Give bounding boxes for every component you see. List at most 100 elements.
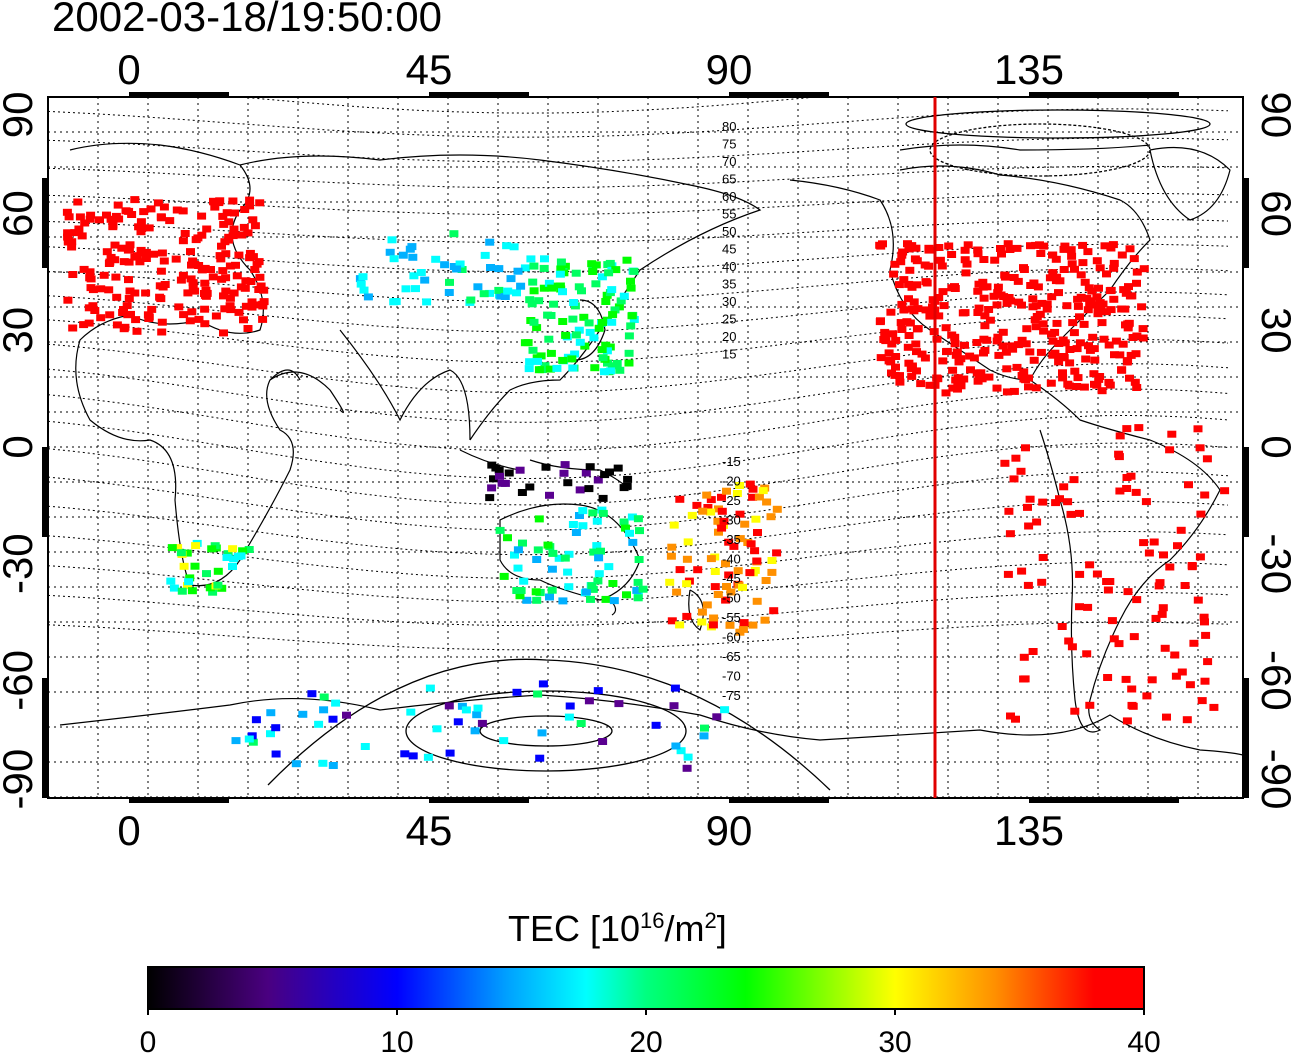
tec-data-point [124, 295, 134, 302]
tec-data-point [130, 289, 140, 297]
tec-data-point [132, 252, 142, 260]
tec-data-point [1085, 701, 1095, 709]
tec-data-point [594, 554, 604, 562]
tec-data-point [611, 266, 621, 274]
tec-data-point [513, 564, 523, 572]
tec-data-point [1097, 387, 1107, 395]
tec-data-point [529, 262, 539, 270]
tec-data-point [1132, 332, 1142, 340]
tec-data-point [141, 255, 151, 262]
tec-data-point [1005, 530, 1015, 538]
tec-data-point [1157, 610, 1167, 618]
tec-data-point [909, 298, 919, 306]
tec-data-point [1006, 712, 1015, 720]
tec-data-point [473, 704, 483, 712]
tec-data-point [512, 688, 522, 696]
tec-data-point [1202, 455, 1212, 463]
contour-label: 70 [722, 154, 736, 169]
tec-data-point [1037, 299, 1047, 307]
tec-data-point [187, 587, 197, 595]
tec-data-point [243, 325, 253, 332]
tec-data-point [1017, 567, 1027, 575]
contour-label: -70 [722, 669, 741, 684]
tec-data-point [234, 308, 244, 316]
tec-data-point [113, 201, 123, 209]
tec-data-point [599, 368, 609, 376]
tec-data-point [591, 280, 601, 288]
tec-data-point [1008, 345, 1018, 353]
tec-data-point [1102, 270, 1111, 278]
tec-data-point [608, 311, 618, 319]
tec-data-point [342, 711, 351, 719]
tec-data-point [1125, 374, 1134, 382]
tec-data-point [1023, 503, 1032, 511]
tec-data-point [1197, 697, 1207, 705]
tec-data-point [1200, 677, 1210, 685]
tec-data-point [156, 214, 166, 222]
contour-label: -40 [722, 552, 741, 567]
tec-data-point [552, 364, 562, 372]
tec-data-point [1024, 383, 1033, 391]
tec-data-point [105, 311, 115, 319]
tec-data-point [259, 298, 269, 306]
tec-data-point [1139, 265, 1149, 273]
tec-data-point [997, 250, 1006, 258]
tec-data-point [102, 211, 111, 219]
tec-data-point [528, 346, 538, 354]
latitude-tick-label: 30 [1253, 307, 1292, 354]
tec-data-point [651, 721, 661, 729]
tec-data-point [1059, 266, 1069, 273]
tec-data-point [979, 349, 988, 357]
tec-data-point [1134, 424, 1144, 432]
tec-data-point [1117, 366, 1127, 374]
tec-data-point [73, 198, 83, 206]
tec-data-point [676, 747, 686, 755]
tec-data-point [251, 716, 261, 724]
tec-data-point [187, 308, 197, 316]
tec-data-point [75, 213, 85, 221]
latitude-tick-label: -60 [1253, 650, 1292, 711]
tec-data-point [670, 684, 680, 692]
tec-data-point [319, 693, 329, 701]
latitude-tick-label: 0 [1253, 435, 1292, 458]
tec-data-point [669, 521, 679, 529]
tec-data-point [626, 322, 636, 330]
tec-data-point [1083, 248, 1093, 256]
tec-data-point [761, 577, 771, 584]
contour-label: -60 [722, 630, 741, 645]
tec-data-point [146, 205, 156, 213]
tec-data-point [724, 538, 734, 546]
tec-data-point [532, 354, 542, 362]
tec-data-point [307, 690, 317, 698]
tec-data-point [1012, 363, 1022, 371]
tec-data-point [1069, 329, 1079, 337]
tec-data-point [489, 475, 498, 483]
tec-data-point [500, 293, 510, 300]
tec-data-point [564, 583, 574, 591]
tec-data-point [738, 583, 747, 591]
tec-data-point [229, 225, 239, 233]
tec-data-point [753, 529, 762, 536]
tec-data-point [112, 293, 122, 301]
tec-data-point [156, 267, 166, 275]
tec-data-point [607, 318, 617, 326]
tec-data-point [544, 335, 554, 343]
tec-data-point [683, 753, 693, 761]
tec-data-point [165, 217, 175, 225]
tec-data-point [1048, 269, 1058, 277]
tec-data-point [1220, 487, 1230, 495]
tec-data-point [544, 279, 554, 287]
tec-data-point [598, 319, 607, 326]
tec-data-point [485, 238, 495, 246]
tec-data-point [626, 277, 635, 285]
tec-data-point [1118, 340, 1128, 348]
map-title: 2002-03-18/19:50:00 [52, 0, 442, 40]
tec-data-point [184, 578, 194, 586]
tec-data-point [982, 283, 992, 291]
tec-data-point [1084, 342, 1093, 350]
tec-data-point [588, 585, 598, 593]
tec-data-point [509, 243, 519, 251]
tec-data-point [88, 286, 98, 294]
tec-data-point [1001, 273, 1010, 281]
tec-data-point [225, 302, 235, 310]
